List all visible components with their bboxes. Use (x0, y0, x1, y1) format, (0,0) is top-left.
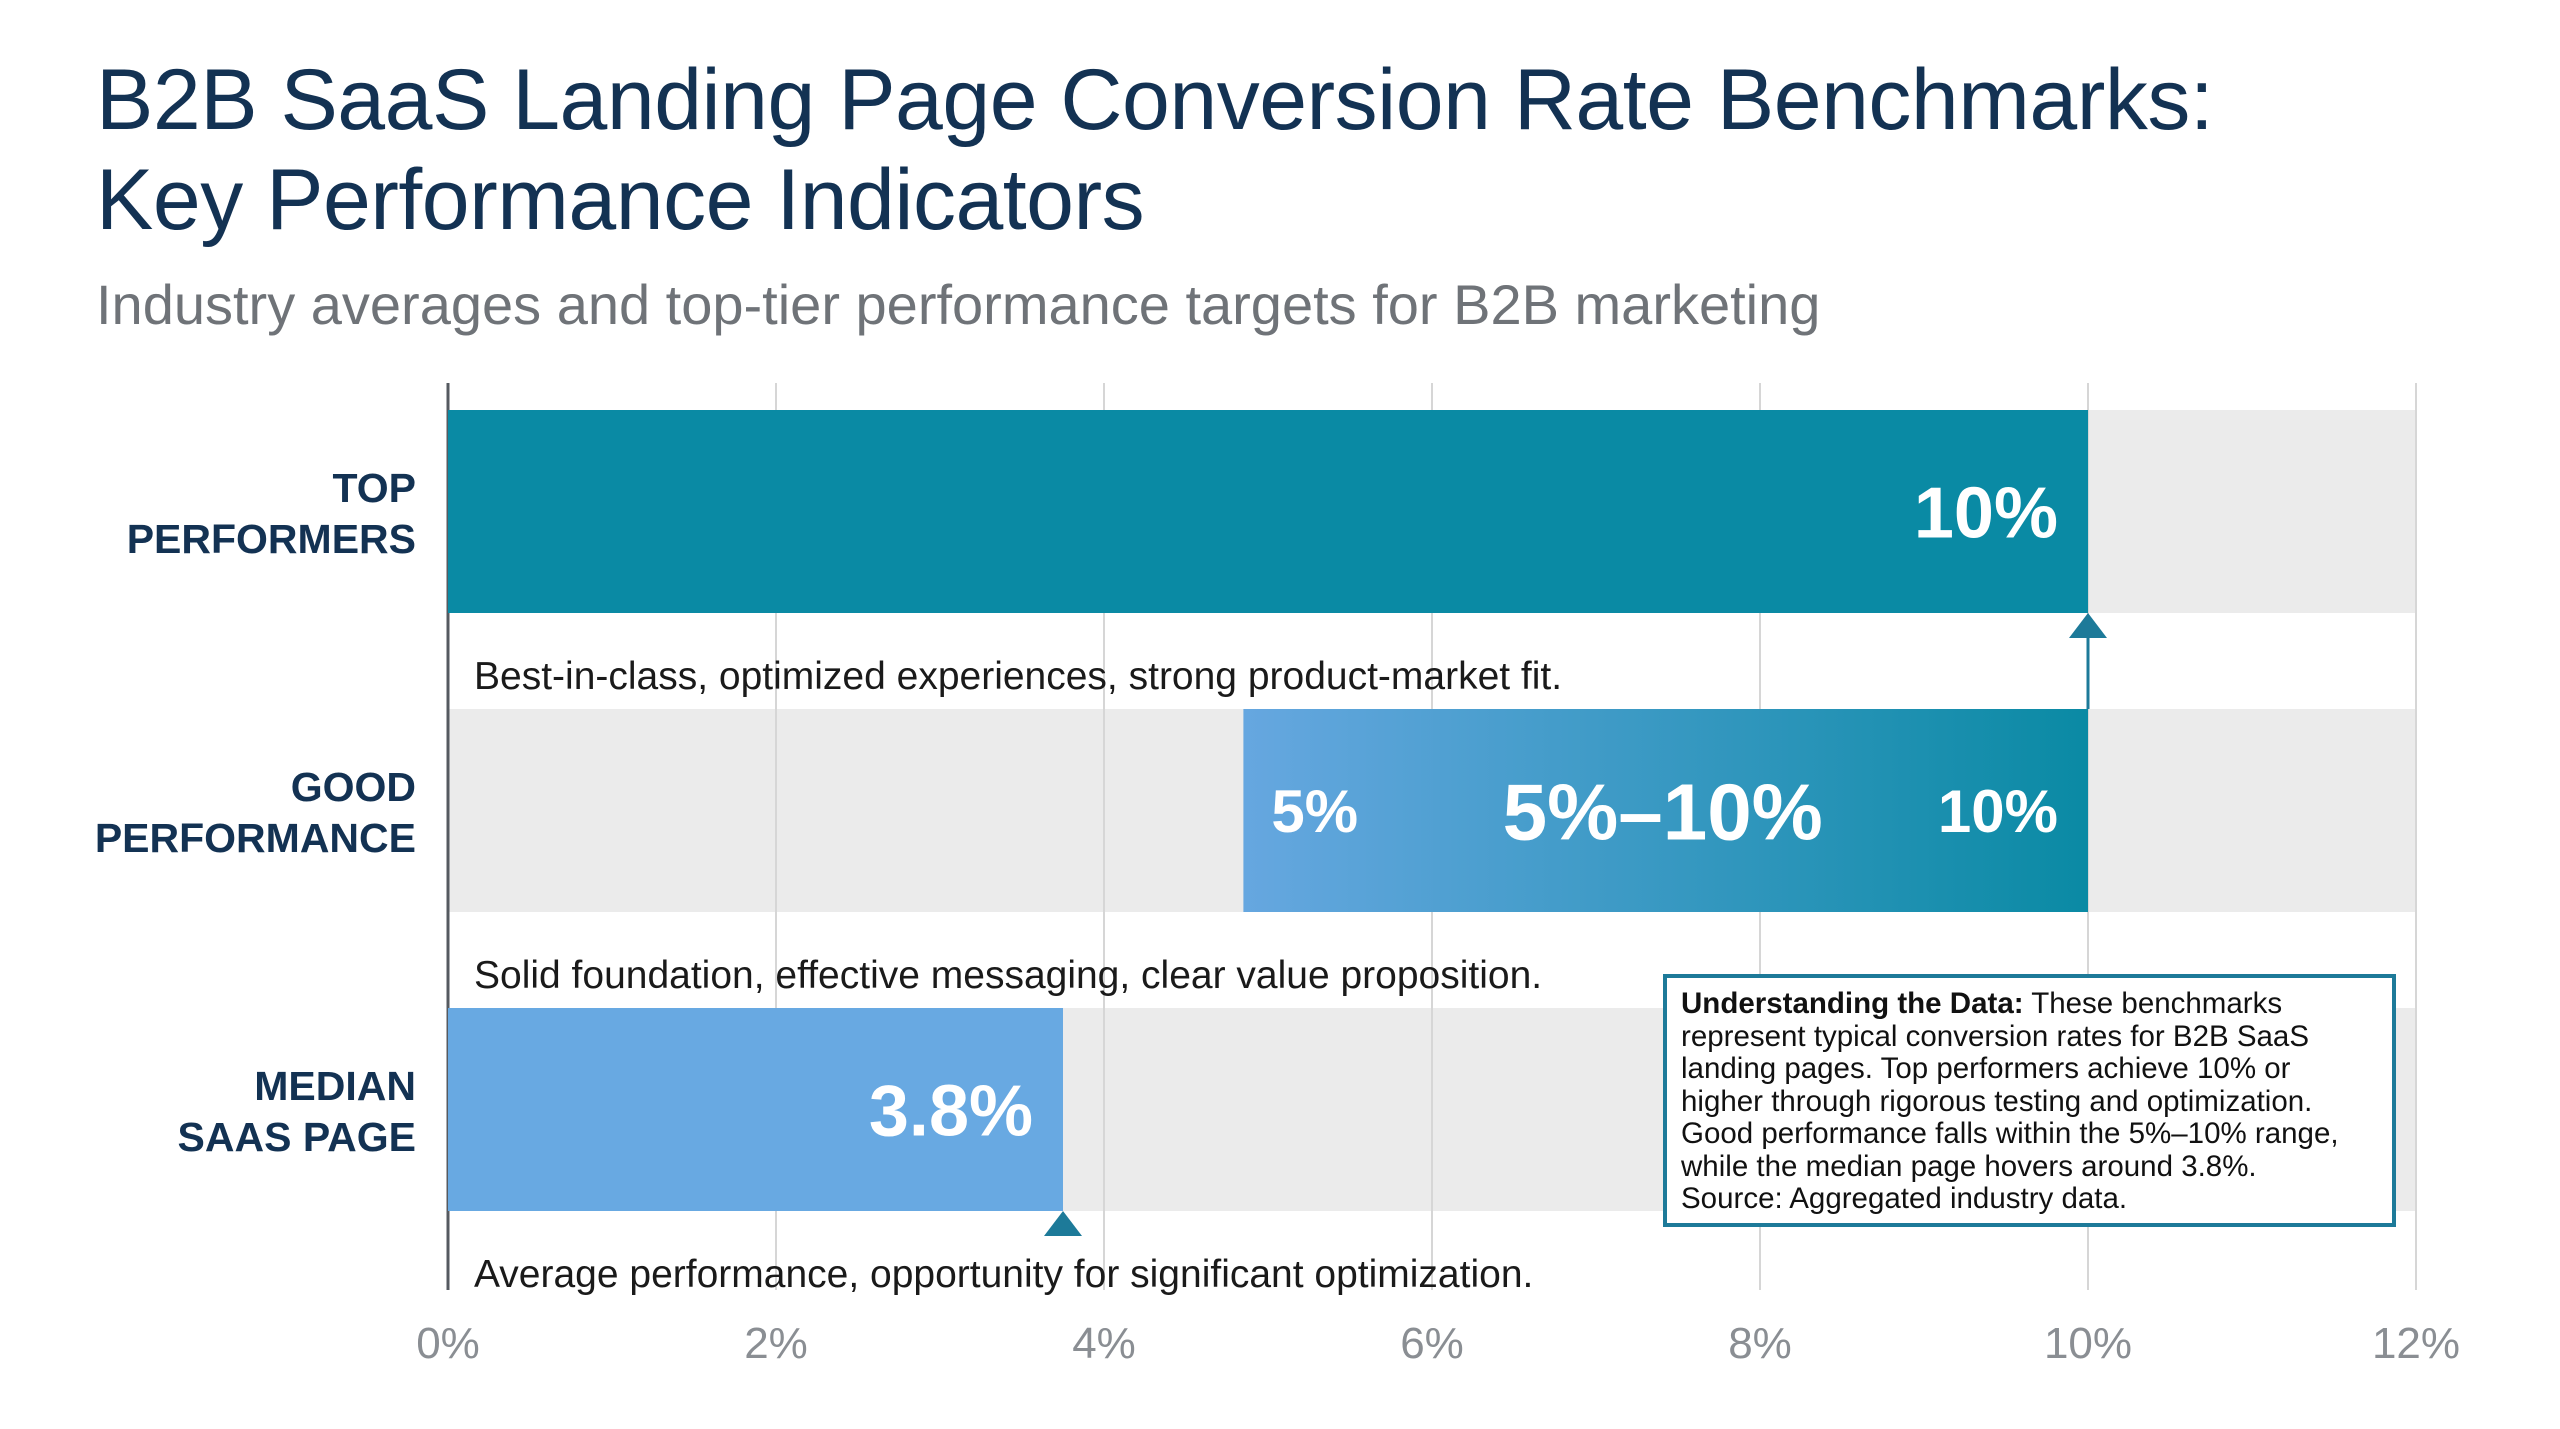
x-tick-label: 10% (2044, 1319, 2132, 1368)
data-note-box: Understanding the Data: These benchmarks… (1663, 974, 2396, 1227)
bar-description: Average performance, opportunity for sig… (474, 1253, 1533, 1296)
note-heading: Understanding the Data: (1681, 987, 2024, 1020)
x-tick-label: 8% (1728, 1319, 1792, 1368)
x-tick-label: 12% (2372, 1319, 2460, 1368)
bar-value-label: 3.8% (869, 1071, 1033, 1151)
bar (448, 410, 2088, 613)
bar-description: Solid foundation, effective messaging, c… (474, 954, 1542, 997)
chart-title-line-1: B2B SaaS Landing Page Conversion Rate Be… (96, 52, 2214, 148)
x-tick-label: 6% (1400, 1319, 1464, 1368)
chart-labels: 0% 2% 4% 6% 8% 10% 12% TOP PERFORMERS 10% Best-in-… (95, 465, 2460, 1368)
marker-triangle (1044, 1211, 1082, 1236)
category-label: GOOD (291, 764, 416, 810)
category-label: PERFORMERS (127, 516, 416, 562)
chart-title-line-2: Key Performance Indicators (96, 152, 1145, 248)
x-tick-label: 0% (416, 1319, 480, 1368)
bar (1243, 709, 2088, 912)
bar-description: Best-in-class, optimized experiences, st… (474, 655, 1562, 698)
bars (448, 410, 2107, 1236)
note-body: These benchmarks represent typical conve… (1681, 987, 2339, 1215)
chart-title: B2B SaaS Landing Page Conversion Rate Be… (96, 50, 2496, 250)
category-label: SAAS PAGE (178, 1114, 416, 1160)
bar-value-label: 5% (1271, 778, 1358, 845)
category-label: PERFORMANCE (95, 815, 416, 861)
bar-value-label: 10% (1914, 473, 2058, 553)
chart-subtitle: Industry averages and top-tier performan… (96, 273, 1821, 336)
bar-value-label: 5%–10% (1503, 767, 1823, 856)
category-label: TOP (332, 465, 416, 511)
x-tick-label: 4% (1072, 1319, 1136, 1368)
bar (448, 1008, 1063, 1211)
marker-triangle (2069, 613, 2107, 638)
x-tick-label: 2% (744, 1319, 808, 1368)
bar-value-label: 10% (1938, 778, 2058, 845)
category-label: MEDIAN (254, 1063, 416, 1109)
